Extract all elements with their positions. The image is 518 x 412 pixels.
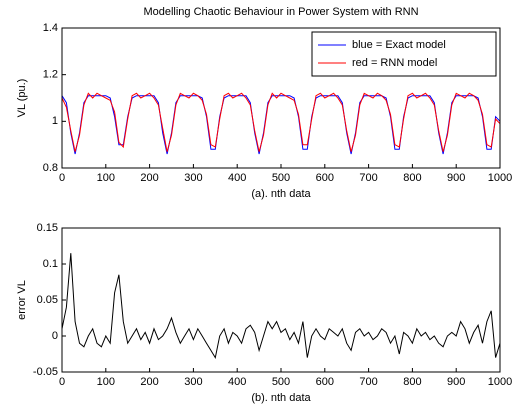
chart-title: Modelling Chaotic Behaviour in Power Sys… [143,6,418,18]
axes-frame [61,227,501,373]
x-tick-label: 400 [228,172,246,184]
data-line [61,92,501,152]
y-tick-label: 0.8 [43,162,58,174]
x-tick-label: 200 [140,376,158,388]
x-tick-label: 200 [140,172,158,184]
x-tick-label: 900 [447,376,465,388]
y-tick-label: 1.4 [43,22,58,34]
x-tick-label: 400 [228,376,246,388]
x-tick-label: 500 [272,172,290,184]
x-tick-label: 800 [403,376,421,388]
y-axis-label: error VL [16,280,28,320]
x-tick-label: 600 [316,172,334,184]
legend-label: blue = Exact model [352,39,446,51]
axes-frame [61,27,501,169]
y-tick-label: 0.1 [43,258,58,270]
x-tick-label: 300 [184,172,202,184]
data-line [61,95,501,155]
y-tick-label: 1 [52,115,58,127]
x-tick-label: 1000 [488,172,512,184]
x-tick-label: 0 [59,172,65,184]
x-tick-label: 1000 [488,376,512,388]
x-tick-label: 500 [272,376,290,388]
legend-box [311,31,497,77]
legend-label: red = RNN model [352,57,437,69]
x-tick-label: 300 [184,376,202,388]
plot-area [62,228,500,372]
x-tick-label: 0 [59,376,65,388]
x-tick-label: 600 [316,376,334,388]
x-tick-label: 100 [97,172,115,184]
x-axis-label: (a). nth data [251,188,311,200]
x-tick-label: 900 [447,172,465,184]
y-tick-label: 0.05 [37,294,58,306]
y-tick-label: 0.15 [37,222,58,234]
x-axis-label: (b). nth data [251,392,311,404]
x-tick-label: 700 [359,172,377,184]
y-tick-label: -0.05 [33,366,58,378]
y-tick-label: 0 [52,330,58,342]
data-line [61,253,501,359]
x-tick-label: 700 [359,376,377,388]
y-axis-label: VL (pu.) [16,79,28,118]
x-tick-label: 100 [97,376,115,388]
x-tick-label: 800 [403,172,421,184]
y-tick-label: 1.2 [43,69,58,81]
